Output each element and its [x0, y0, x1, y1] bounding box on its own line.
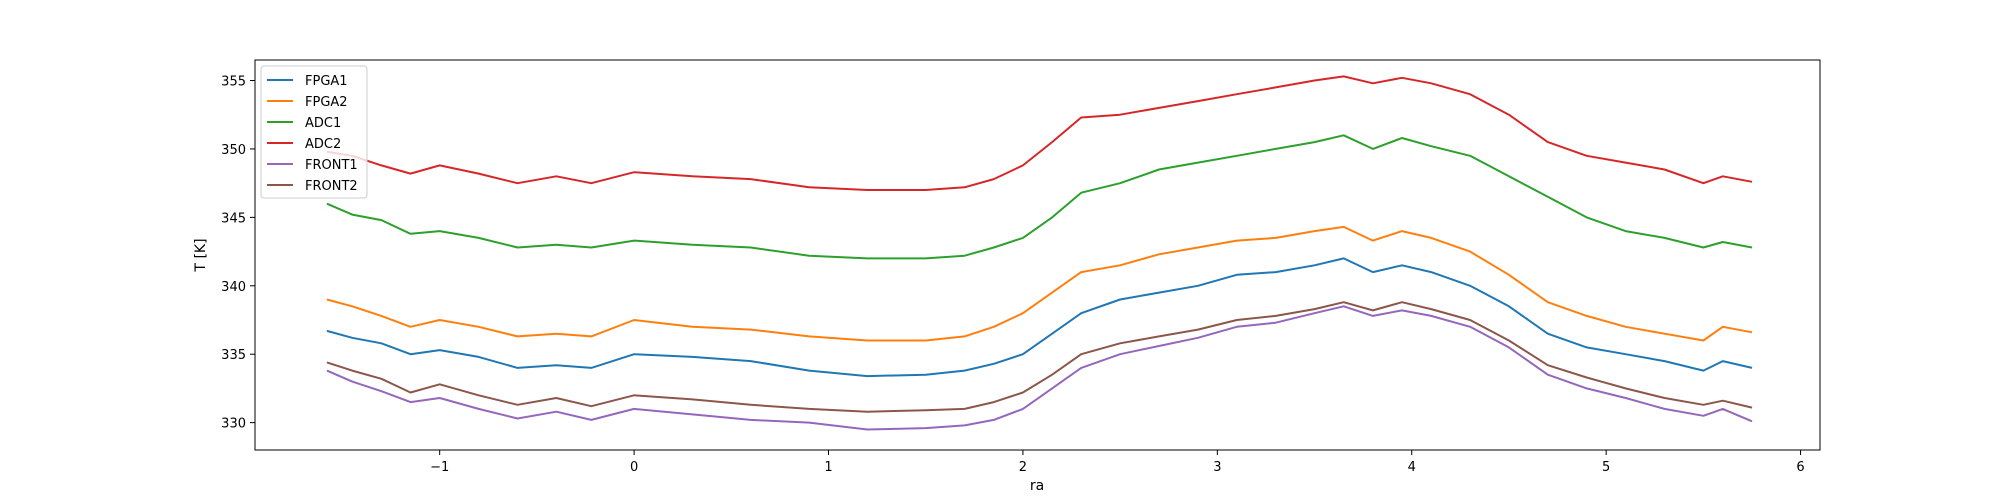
legend-label: ADC2 [305, 137, 341, 152]
legend-label: FRONT1 [305, 158, 358, 173]
x-tick-label: 2 [1019, 460, 1027, 475]
x-tick-label: 4 [1408, 460, 1416, 475]
x-tick-label: 5 [1602, 460, 1610, 475]
plot-area [254, 59, 1821, 451]
series-line-fpga2 [326, 225, 1753, 342]
legend-label: FPGA2 [305, 95, 348, 110]
legend-label: FRONT2 [305, 179, 358, 194]
x-tick-label: 3 [1213, 460, 1221, 475]
y-tick-label: 355 [221, 75, 246, 90]
x-tick-label: 6 [1796, 460, 1804, 475]
y-axis: 330 335 340 345 350 355 [221, 75, 255, 432]
y-tick-label: 345 [221, 211, 246, 226]
x-axis: −1 0 1 2 3 4 5 6 [430, 450, 1805, 475]
series-line-adc2 [326, 75, 1753, 191]
y-tick-label: 340 [221, 280, 246, 295]
y-axis-label: T [K] [193, 238, 209, 272]
x-axis-label: ra [1030, 478, 1044, 494]
y-tick-label: 330 [221, 417, 246, 432]
legend-label: ADC1 [305, 116, 341, 131]
legend: FPGA1 FPGA2 ADC1 ADC2 FRONT1 FRONT2 [260, 65, 368, 199]
series-line-adc1 [326, 134, 1753, 260]
series-layer [326, 75, 1753, 431]
x-tick-label: 1 [824, 460, 832, 475]
x-tick-label: 0 [630, 460, 638, 475]
x-tick-label: −1 [430, 460, 449, 475]
legend-label: FPGA1 [305, 74, 348, 89]
y-tick-label: 335 [221, 348, 246, 363]
series-line-front2 [326, 301, 1753, 413]
y-tick-label: 350 [221, 143, 246, 158]
series-line-front1 [326, 305, 1753, 431]
series-line-fpga1 [326, 257, 1753, 378]
